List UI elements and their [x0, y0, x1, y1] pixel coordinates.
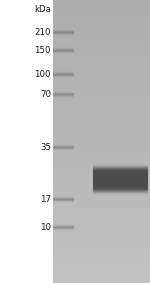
- Text: 35: 35: [40, 143, 51, 152]
- Text: 70: 70: [40, 90, 51, 99]
- Text: 17: 17: [40, 195, 51, 204]
- Text: 210: 210: [34, 28, 51, 37]
- Text: 100: 100: [34, 70, 51, 80]
- Text: kDa: kDa: [34, 5, 51, 14]
- Text: 10: 10: [40, 223, 51, 232]
- Text: 150: 150: [34, 46, 51, 55]
